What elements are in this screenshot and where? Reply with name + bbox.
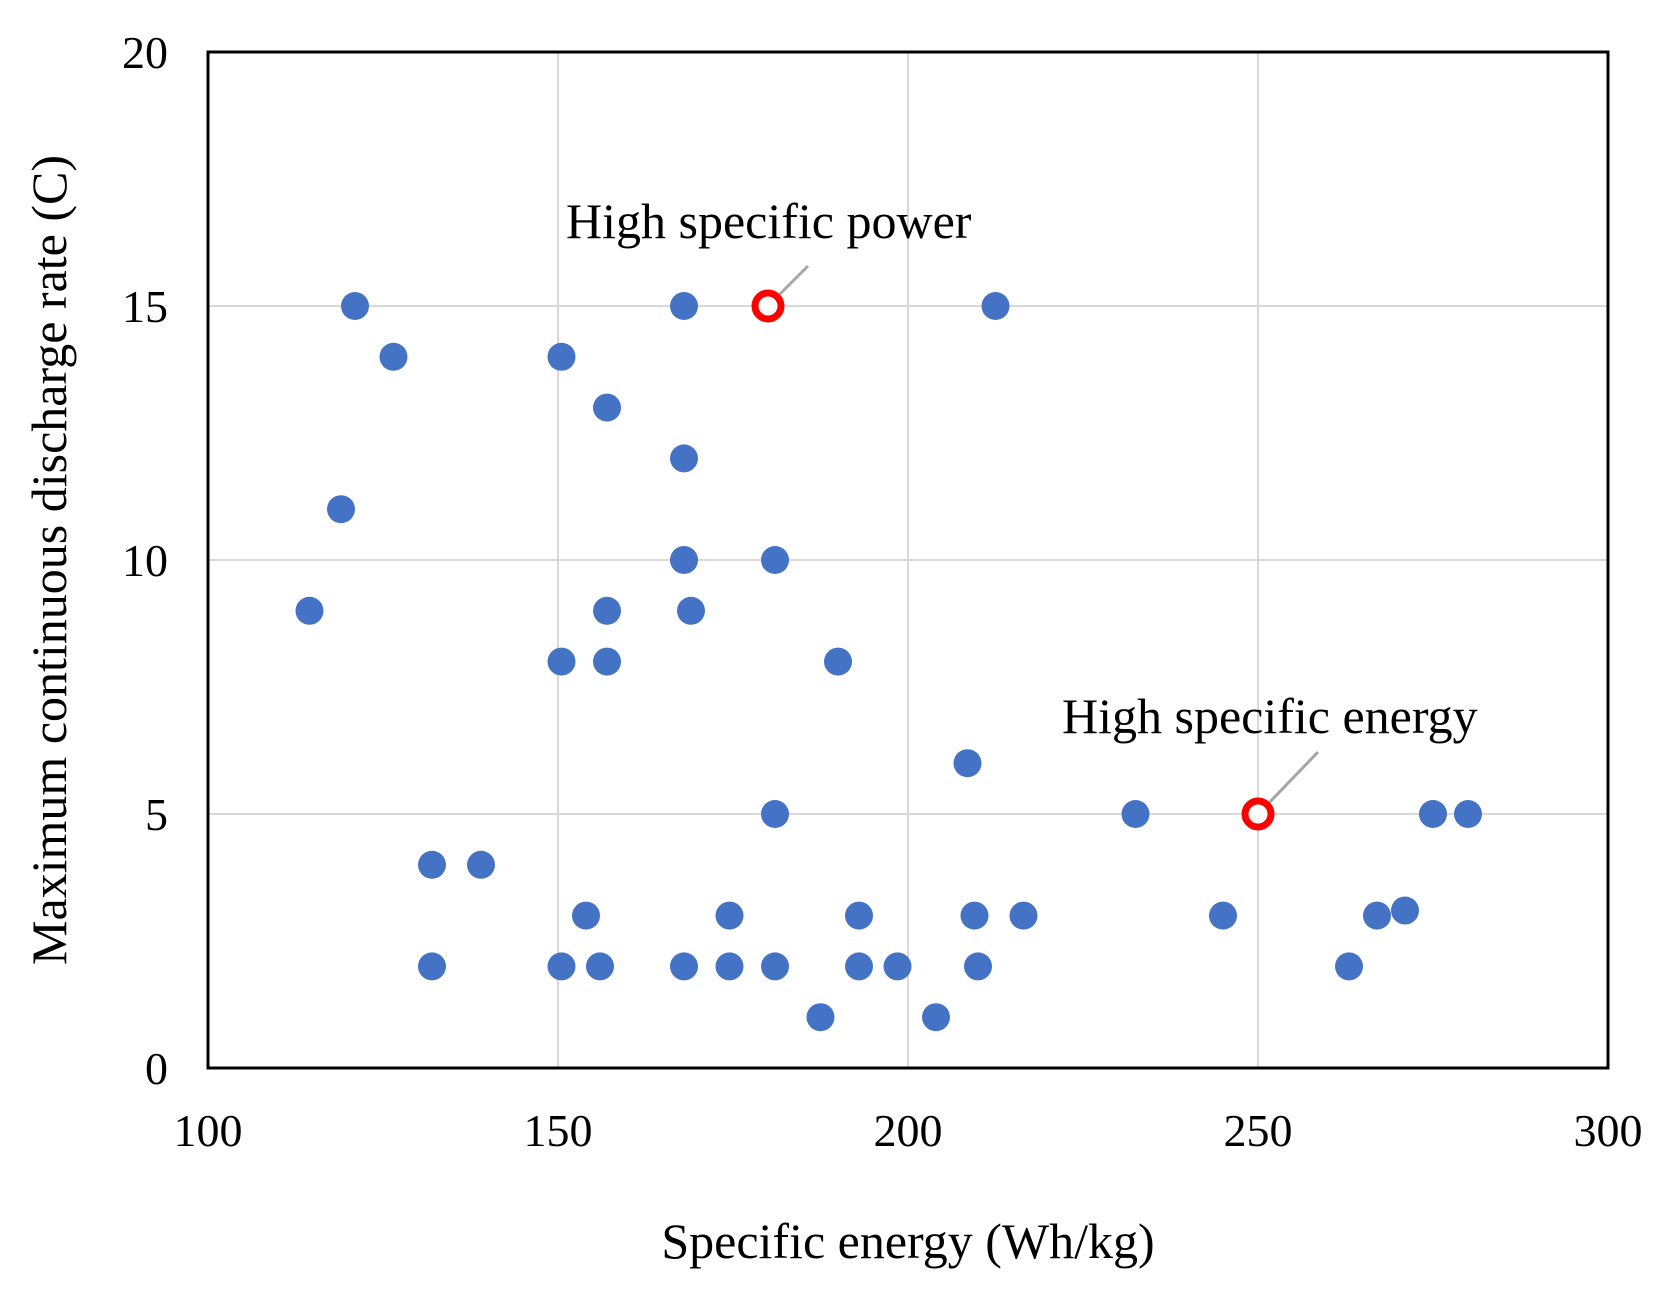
data-point [960,901,989,930]
x-axis-title: Specific energy (Wh/kg) [661,1213,1154,1269]
x-tick-label: 250 [1224,1105,1293,1156]
y-tick-label: 5 [145,789,168,840]
data-point [922,1003,950,1032]
annotation-leader-line [774,264,810,300]
highlighted-data-point [1241,797,1275,831]
data-point [418,952,446,981]
data-point [1391,896,1419,925]
data-point [593,393,621,422]
data-point [467,850,495,879]
data-point [761,800,789,828]
data-point [572,901,600,930]
data-point [1335,952,1363,981]
y-tick-label: 0 [145,1043,168,1094]
y-tick-label: 15 [122,281,168,332]
data-point [824,647,852,676]
x-tick-label: 300 [1574,1105,1643,1156]
plot-frame [206,50,1610,1070]
data-point [670,952,698,981]
data-point [547,342,576,371]
data-point [1454,800,1482,828]
data-point [761,546,789,574]
data-point [670,444,698,473]
data-point [883,952,912,981]
data-point [845,901,873,930]
data-point [715,952,744,981]
x-tick-label: 100 [174,1105,243,1156]
data-point [593,596,621,625]
gridlines [208,52,1608,1068]
data-point [327,495,355,524]
tick-labels: 100 150 200 250 300 0 5 10 15 20 [122,27,1643,1156]
data-point [670,546,698,574]
data-point [593,647,621,676]
data-point [1419,800,1447,828]
annotation-leader-line [1264,750,1320,808]
data-point [379,342,408,371]
y-tick-label: 10 [122,535,168,586]
y-tick-label: 20 [122,27,168,78]
data-point [715,901,744,930]
highlighted-data-point [751,289,785,323]
data-point [806,1003,835,1032]
y-axis-title: Maximum continuous discharge rate (C) [21,155,77,965]
annotation-leaders [774,264,1320,808]
annotation-high-specific-energy: High specific energy [1062,688,1478,744]
data-point [1009,901,1038,930]
data-point [761,952,789,981]
data-point [981,292,1010,320]
x-tick-label: 150 [524,1105,593,1156]
annotation-high-specific-power: High specific power [566,193,972,249]
data-point [670,292,698,320]
data-point [1363,901,1391,930]
data-point [586,952,614,981]
data-point [295,596,324,625]
data-point [1209,901,1237,930]
data-point [953,749,982,778]
data-point [1121,800,1150,828]
data-point [964,952,992,981]
data-point [547,952,576,981]
data-point [845,952,873,981]
data-point [418,850,446,879]
data-points [295,289,1482,1032]
x-tick-label: 200 [874,1105,943,1156]
data-point [547,647,576,676]
data-point [677,596,705,625]
data-point [341,292,369,320]
